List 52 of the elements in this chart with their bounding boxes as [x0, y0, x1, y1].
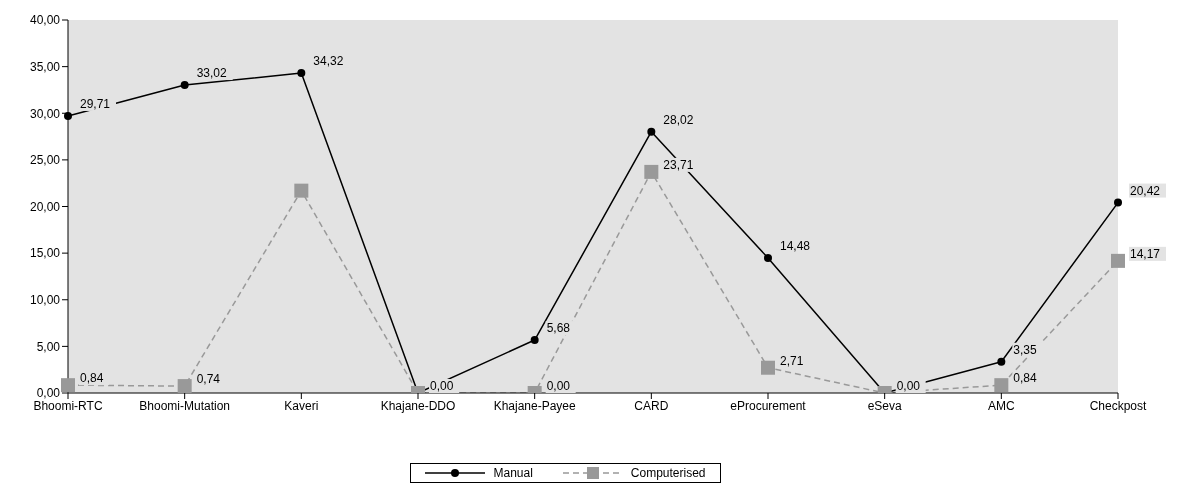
- x-tick-label: CARD: [634, 398, 669, 413]
- y-tick-label: 30,00: [29, 106, 61, 121]
- y-tick-label: 25,00: [29, 153, 61, 168]
- y-tick-label: 10,00: [29, 293, 61, 308]
- data-label: 23,71: [663, 157, 694, 172]
- x-tick-label: Kaveri: [284, 398, 319, 413]
- data-label: 20,42: [1130, 183, 1161, 198]
- data-label: 29,71: [80, 96, 111, 111]
- data-label: 0,74: [196, 372, 221, 387]
- x-tick-label: eSeva: [867, 398, 902, 413]
- data-label: 3,35: [1013, 342, 1038, 357]
- x-tick-label: AMC: [988, 398, 1015, 413]
- data-label: 14,48: [780, 238, 811, 253]
- point: [61, 378, 75, 393]
- data-label: 0,84: [80, 371, 104, 386]
- x-tick-label: Checkpost: [1089, 398, 1148, 413]
- point: [997, 357, 1006, 366]
- data-label: 33,02: [196, 66, 228, 81]
- x-tick-label: Khajane-Payee: [493, 398, 577, 413]
- point: [180, 81, 189, 90]
- y-tick-label: 5,00: [36, 339, 61, 354]
- point: [994, 378, 1009, 393]
- point: [294, 183, 309, 198]
- point: [1111, 253, 1125, 268]
- y-tick-label: 20,00: [29, 199, 61, 214]
- y-tick-label: 0,00: [36, 386, 61, 401]
- y-tick-label: 40,00: [29, 13, 61, 28]
- data-label: 0,00: [430, 379, 454, 393]
- point: [177, 379, 192, 393]
- point: [1114, 198, 1122, 207]
- data-label: 5,68: [546, 321, 571, 336]
- point: [761, 360, 775, 375]
- legend-label: Computerised: [630, 466, 706, 480]
- x-tick-label: Bhoomi-RTC: [33, 398, 103, 413]
- data-label: 14,17: [1130, 246, 1161, 261]
- data-label: 0,00: [546, 379, 571, 393]
- point: [647, 127, 656, 136]
- point: [644, 164, 659, 179]
- y-tick-label: 35,00: [29, 59, 61, 74]
- x-tick-label: eProcurement: [730, 398, 807, 413]
- data-label: 28,02: [663, 112, 694, 127]
- data-label: 2,71: [780, 353, 804, 368]
- x-tick-label: Bhoomi-Mutation: [139, 398, 231, 413]
- point: [764, 253, 772, 262]
- point: [530, 336, 539, 345]
- data-label: 34,32: [313, 53, 344, 68]
- point: [297, 68, 306, 77]
- x-tick-label: Khajane-DDO: [380, 398, 456, 413]
- y-tick-label: 15,00: [29, 246, 61, 261]
- data-label: 0,00: [896, 379, 921, 393]
- data-label: 0,84: [1013, 371, 1038, 386]
- legend-label: Manual: [493, 466, 533, 480]
